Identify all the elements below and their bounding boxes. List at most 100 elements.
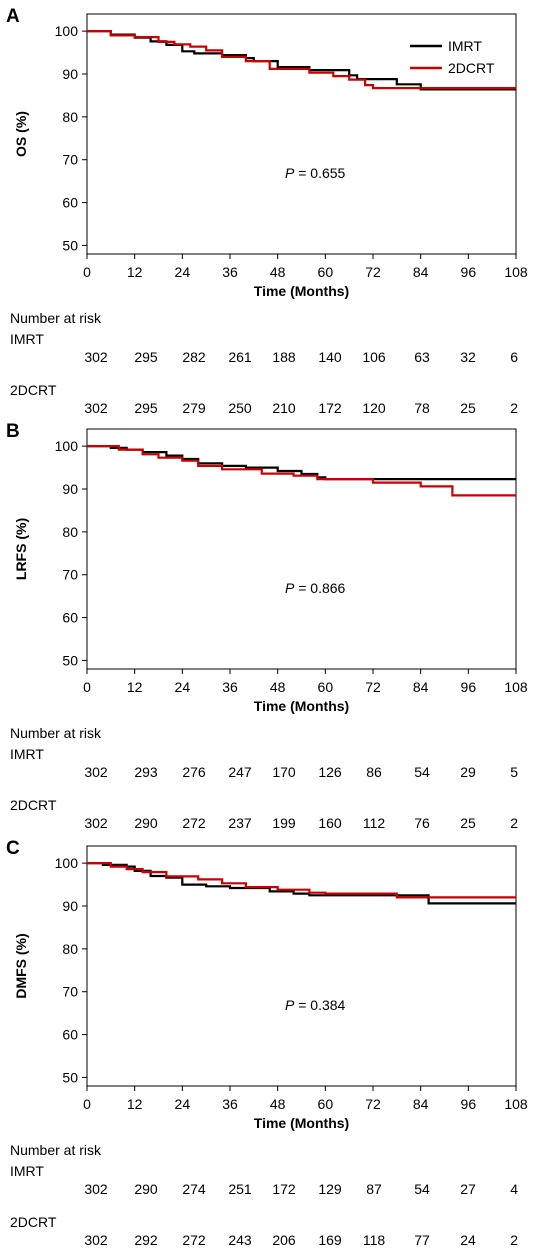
x-tick-label: 0 bbox=[83, 679, 91, 695]
risk-value-2dcrt: 302 bbox=[84, 400, 108, 416]
panel-b: B 50 60 70 80 90 100 0 12 24 36 48 60 72 84 96 108 Time (… bbox=[6, 421, 528, 831]
series-line-imrt bbox=[87, 445, 516, 481]
p-value-symbol: P bbox=[285, 997, 295, 1013]
risk-row-label-imrt: IMRT bbox=[10, 746, 44, 762]
risk-value-imrt: 126 bbox=[318, 764, 342, 780]
x-tick-label: 96 bbox=[461, 1096, 477, 1112]
panel-label: B bbox=[6, 421, 20, 442]
panel-label: A bbox=[6, 6, 20, 27]
x-tick-label: 108 bbox=[504, 679, 528, 695]
x-tick-label: 96 bbox=[461, 264, 477, 280]
risk-value-imrt: 27 bbox=[460, 1181, 476, 1197]
risk-value-2dcrt: 2 bbox=[510, 400, 518, 416]
p-value-annotation: P = 0.866 bbox=[285, 580, 346, 596]
risk-value-2dcrt: 76 bbox=[414, 815, 430, 831]
y-tick-label: 70 bbox=[62, 984, 78, 1000]
risk-value-2dcrt: 169 bbox=[318, 1232, 342, 1248]
p-value-symbol: P bbox=[285, 580, 295, 596]
y-axis-label: LRFS (%) bbox=[13, 518, 29, 580]
y-tick-label: 50 bbox=[62, 1069, 78, 1085]
x-tick-label: 24 bbox=[175, 679, 191, 695]
risk-table-title: Number at risk bbox=[10, 725, 102, 741]
x-tick-label: 12 bbox=[127, 264, 143, 280]
risk-value-imrt: 54 bbox=[414, 1181, 430, 1197]
y-tick-label: 50 bbox=[62, 652, 78, 668]
y-axis-label: OS (%) bbox=[13, 111, 29, 157]
risk-value-2dcrt: 210 bbox=[272, 400, 296, 416]
y-tick-label: 70 bbox=[62, 567, 78, 583]
risk-value-imrt: 302 bbox=[84, 764, 108, 780]
risk-value-imrt: 170 bbox=[272, 764, 296, 780]
risk-value-imrt: 251 bbox=[228, 1181, 252, 1197]
risk-value-2dcrt: 25 bbox=[460, 400, 476, 416]
x-tick-label: 24 bbox=[175, 264, 191, 280]
x-tick-label: 36 bbox=[222, 1096, 238, 1112]
risk-value-imrt: 5 bbox=[510, 764, 518, 780]
risk-table-title: Number at risk bbox=[10, 1142, 102, 1158]
risk-value-2dcrt: 250 bbox=[228, 400, 252, 416]
risk-value-2dcrt: 243 bbox=[228, 1232, 252, 1248]
x-tick-label: 72 bbox=[365, 1096, 381, 1112]
risk-value-imrt: 63 bbox=[414, 349, 430, 365]
risk-value-imrt: 6 bbox=[510, 349, 518, 365]
risk-value-imrt: 106 bbox=[362, 349, 386, 365]
y-tick-label: 80 bbox=[62, 109, 78, 125]
x-tick-label: 60 bbox=[318, 264, 334, 280]
y-tick-label: 70 bbox=[62, 152, 78, 168]
p-value-annotation: P = 0.655 bbox=[285, 165, 346, 181]
risk-value-2dcrt: 2 bbox=[510, 815, 518, 831]
y-tick-label: 80 bbox=[62, 941, 78, 957]
risk-value-2dcrt: 25 bbox=[460, 815, 476, 831]
risk-value-2dcrt: 272 bbox=[182, 1232, 206, 1248]
p-value-annotation: P = 0.384 bbox=[285, 997, 346, 1013]
y-tick-label: 60 bbox=[62, 195, 78, 211]
risk-value-2dcrt: 279 bbox=[182, 400, 206, 416]
risk-value-imrt: 293 bbox=[134, 764, 158, 780]
risk-value-2dcrt: 290 bbox=[134, 815, 158, 831]
risk-value-2dcrt: 295 bbox=[134, 400, 158, 416]
p-value-text: = 0.384 bbox=[294, 997, 345, 1013]
risk-value-2dcrt: 24 bbox=[460, 1232, 476, 1248]
risk-value-imrt: 274 bbox=[182, 1181, 206, 1197]
y-tick-label: 100 bbox=[55, 23, 79, 39]
risk-value-2dcrt: 302 bbox=[84, 1232, 108, 1248]
panel-a: A 50 60 70 80 90 100 0 12 24 36 48 60 72 84 96 108 Time (… bbox=[6, 6, 528, 416]
x-axis-label: Time (Months) bbox=[254, 1115, 349, 1131]
risk-value-imrt: 172 bbox=[272, 1181, 296, 1197]
y-tick-label: 90 bbox=[62, 66, 78, 82]
risk-value-2dcrt: 2 bbox=[510, 1232, 518, 1248]
risk-value-2dcrt: 237 bbox=[228, 815, 252, 831]
risk-value-2dcrt: 120 bbox=[362, 400, 386, 416]
risk-value-2dcrt: 272 bbox=[182, 815, 206, 831]
x-tick-label: 36 bbox=[222, 679, 238, 695]
y-tick-label: 100 bbox=[55, 438, 79, 454]
x-tick-label: 48 bbox=[270, 679, 286, 695]
legend-label-imrt: IMRT bbox=[448, 38, 482, 54]
risk-value-imrt: 4 bbox=[510, 1181, 518, 1197]
legend-label-2dcrt: 2DCRT bbox=[448, 60, 495, 76]
plot-frame bbox=[86, 845, 517, 1087]
risk-value-imrt: 247 bbox=[228, 764, 252, 780]
x-tick-label: 72 bbox=[365, 264, 381, 280]
p-value-text: = 0.655 bbox=[294, 165, 345, 181]
risk-value-2dcrt: 199 bbox=[272, 815, 296, 831]
p-value-text: = 0.866 bbox=[294, 580, 345, 596]
risk-value-imrt: 29 bbox=[460, 764, 476, 780]
x-tick-label: 96 bbox=[461, 679, 477, 695]
series-line-2dcrt bbox=[87, 862, 516, 899]
series-line-imrt bbox=[87, 862, 516, 905]
risk-value-imrt: 302 bbox=[84, 349, 108, 365]
x-tick-label: 36 bbox=[222, 264, 238, 280]
x-tick-label: 60 bbox=[318, 1096, 334, 1112]
risk-value-imrt: 290 bbox=[134, 1181, 158, 1197]
series-line-2dcrt bbox=[87, 445, 516, 497]
risk-value-imrt: 261 bbox=[228, 349, 252, 365]
risk-value-imrt: 295 bbox=[134, 349, 158, 365]
risk-value-2dcrt: 112 bbox=[363, 815, 386, 831]
risk-value-imrt: 188 bbox=[272, 349, 296, 365]
plot-frame bbox=[86, 13, 517, 255]
y-tick-label: 60 bbox=[62, 1027, 78, 1043]
x-tick-label: 48 bbox=[270, 264, 286, 280]
